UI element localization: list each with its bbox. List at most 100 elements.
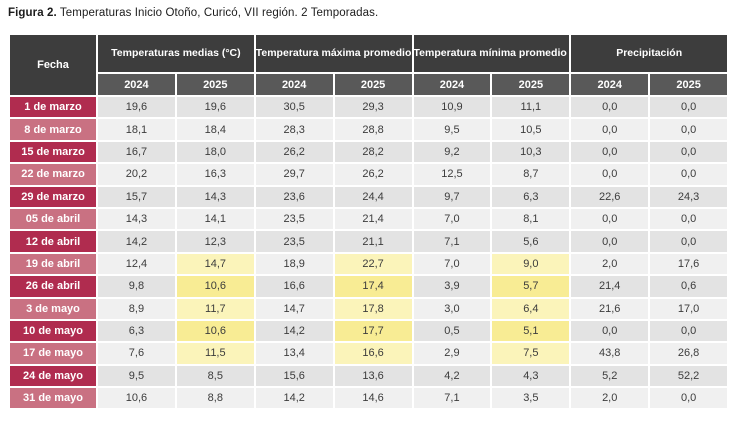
value-cell: 9,0 <box>490 251 572 277</box>
value-cell: 17,4 <box>332 274 414 299</box>
value-cell: 10,9 <box>411 94 493 120</box>
value-cell: 52,2 <box>648 363 730 389</box>
date-cell: 17 de mayo <box>8 341 98 366</box>
value-cell: 17,8 <box>332 296 414 321</box>
value-cell: 0,0 <box>648 162 730 187</box>
value-cell: 14,7 <box>253 296 335 321</box>
value-cell: 15,7 <box>96 184 177 209</box>
value-cell: 21,1 <box>332 229 414 254</box>
value-cell: 4,2 <box>411 363 493 389</box>
value-cell: 0,6 <box>648 274 730 299</box>
figure-title: Figura 2. Temperaturas Inicio Otoño, Cur… <box>8 7 378 19</box>
value-cell: 9,7 <box>411 184 493 209</box>
value-cell: 22,7 <box>332 251 414 277</box>
value-cell: 15,6 <box>253 363 335 389</box>
value-cell: 0,0 <box>648 94 730 120</box>
table-row: 26 de abril 9,8 10,6 16,6 17,4 3,9 5,7 21,4 0,6 <box>8 274 730 299</box>
value-cell: 4,3 <box>490 363 572 389</box>
value-cell: 8,9 <box>96 296 177 321</box>
table-row: 10 de mayo 6,3 10,6 14,2 17,7 0,5 5,1 0,0 0,0 <box>8 318 730 344</box>
table-row: 29 de marzo 15,7 14,3 23,6 24,4 9,7 6,3 22,6 24,… <box>8 184 730 209</box>
value-cell: 2,0 <box>569 251 651 277</box>
value-cell: 17,6 <box>648 251 730 277</box>
value-cell: 23,5 <box>253 229 335 254</box>
value-cell: 9,5 <box>96 363 177 389</box>
value-cell: 10,3 <box>490 139 572 165</box>
value-cell: 14,6 <box>332 386 414 411</box>
year-header: 2025 <box>648 72 730 97</box>
value-cell: 24,4 <box>332 184 414 209</box>
year-header: 2025 <box>490 72 572 97</box>
date-cell: 26 de abril <box>8 274 98 299</box>
value-cell: 23,6 <box>253 184 335 209</box>
value-cell: 3,5 <box>490 386 572 411</box>
year-header: 2025 <box>332 72 414 97</box>
value-cell: 8,1 <box>490 206 572 232</box>
value-cell: 2,0 <box>569 386 651 411</box>
value-cell: 5,7 <box>490 274 572 299</box>
group-header-medias: Temperaturas medias (°C) <box>96 33 256 74</box>
value-cell: 7,5 <box>490 341 572 366</box>
value-cell: 5,1 <box>490 318 572 344</box>
table-row: 8 de marzo 18,1 18,4 28,3 28,8 9,5 10,5 0,0 0,0 <box>8 117 730 142</box>
value-cell: 24,3 <box>648 184 730 209</box>
group-header-precipitacion: Precipitación <box>569 33 730 74</box>
value-cell: 0,0 <box>569 229 651 254</box>
figure-caption: Temperaturas Inicio Otoño, Curicó, VII r… <box>59 7 379 19</box>
value-cell: 0,0 <box>648 117 730 142</box>
table-row: 24 de mayo 9,5 8,5 15,6 13,6 4,2 4,3 5,2 52,2 <box>8 363 730 389</box>
date-cell: 22 de marzo <box>8 162 98 187</box>
value-cell: 8,5 <box>174 363 256 389</box>
figure-label: Figura 2. <box>8 7 57 19</box>
year-header: 2024 <box>411 72 493 97</box>
value-cell: 19,6 <box>174 94 256 120</box>
value-cell: 14,7 <box>174 251 256 277</box>
value-cell: 16,6 <box>332 341 414 366</box>
value-cell: 13,4 <box>253 341 335 366</box>
value-cell: 29,3 <box>332 94 414 120</box>
value-cell: 28,3 <box>253 117 335 142</box>
value-cell: 12,5 <box>411 162 493 187</box>
value-cell: 6,3 <box>490 184 572 209</box>
value-cell: 6,3 <box>96 318 177 344</box>
year-header: 2024 <box>96 72 177 97</box>
value-cell: 28,2 <box>332 139 414 165</box>
table-row: 19 de abril 12,4 14,7 18,9 22,7 7,0 9,0 2,0 17,6 <box>8 251 730 277</box>
value-cell: 11,5 <box>174 341 256 366</box>
value-cell: 20,2 <box>96 162 177 187</box>
date-cell: 15 de marzo <box>8 139 98 165</box>
value-cell: 21,4 <box>569 274 651 299</box>
value-cell: 0,0 <box>569 162 651 187</box>
value-cell: 14,2 <box>253 318 335 344</box>
value-cell: 12,3 <box>174 229 256 254</box>
value-cell: 0,0 <box>569 318 651 344</box>
value-cell: 2,9 <box>411 341 493 366</box>
value-cell: 14,1 <box>174 206 256 232</box>
date-cell: 3 de mayo <box>8 296 98 321</box>
value-cell: 26,8 <box>648 341 730 366</box>
value-cell: 16,6 <box>253 274 335 299</box>
value-cell: 11,7 <box>174 296 256 321</box>
value-cell: 0,0 <box>569 117 651 142</box>
value-cell: 13,6 <box>332 363 414 389</box>
value-cell: 6,4 <box>490 296 572 321</box>
group-header-maxima: Temperatura máxima promedio (°C) <box>253 33 414 74</box>
value-cell: 7,0 <box>411 206 493 232</box>
value-cell: 16,3 <box>174 162 256 187</box>
year-header: 2025 <box>174 72 256 97</box>
value-cell: 9,8 <box>96 274 177 299</box>
value-cell: 10,5 <box>490 117 572 142</box>
date-cell: 24 de mayo <box>8 363 98 389</box>
table-row: 1 de marzo 19,6 19,6 30,5 29,3 10,9 11,1 0,0 0,0 <box>8 94 730 120</box>
value-cell: 11,1 <box>490 94 572 120</box>
value-cell: 21,6 <box>569 296 651 321</box>
table-row: 12 de abril 14,2 12,3 23,5 21,1 7,1 5,6 0,0 0,0 <box>8 229 730 254</box>
group-header-minima: Temperatura mínima promedio (°C) <box>411 33 572 74</box>
value-cell: 29,7 <box>253 162 335 187</box>
value-cell: 0,0 <box>569 139 651 165</box>
value-cell: 10,6 <box>96 386 177 411</box>
temperature-table: Fecha Temperaturas medias (°C) Temperatu… <box>8 33 730 411</box>
date-cell: 29 de marzo <box>8 184 98 209</box>
value-cell: 21,4 <box>332 206 414 232</box>
